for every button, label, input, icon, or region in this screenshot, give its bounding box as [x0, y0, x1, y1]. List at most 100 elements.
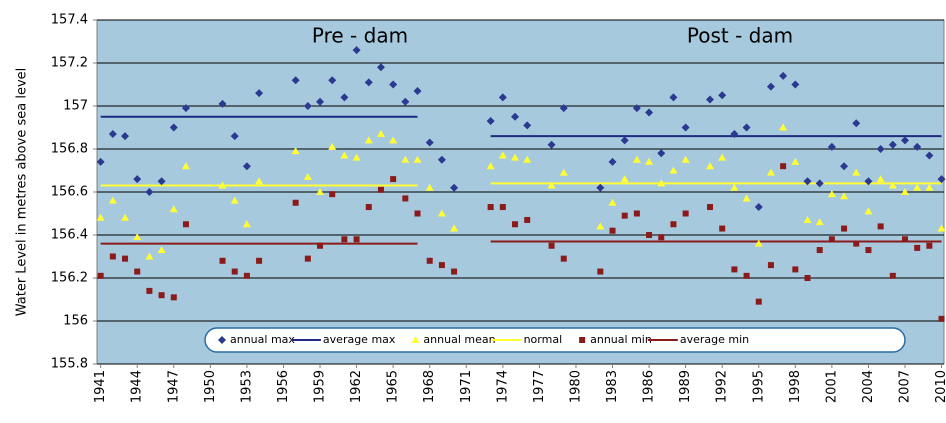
x-tick-label: 1992 — [715, 370, 730, 403]
point — [853, 240, 860, 247]
point — [597, 268, 604, 275]
point — [402, 195, 409, 202]
y-tick-label: 156 — [63, 314, 88, 329]
point — [486, 162, 495, 170]
point — [926, 242, 933, 249]
point — [96, 213, 105, 221]
point — [547, 140, 556, 149]
point — [96, 157, 105, 166]
point — [97, 272, 104, 279]
point — [888, 140, 897, 149]
point — [548, 242, 555, 249]
point — [158, 292, 165, 299]
point — [803, 215, 812, 223]
point — [841, 225, 848, 232]
point — [145, 252, 154, 260]
x-tick-label: 1995 — [751, 370, 766, 403]
point — [364, 136, 373, 144]
point — [133, 175, 142, 184]
point — [108, 196, 117, 204]
point — [840, 162, 849, 171]
x-tick-label: 1977 — [532, 370, 547, 403]
point — [865, 247, 872, 254]
point — [621, 212, 628, 219]
point — [901, 136, 910, 145]
y-tick-label: 157.2 — [51, 56, 88, 71]
point — [560, 255, 567, 262]
point — [256, 257, 263, 264]
point — [145, 188, 154, 196]
point — [780, 163, 787, 170]
point — [925, 183, 934, 191]
x-tick-label: 1965 — [386, 370, 401, 403]
point — [876, 145, 885, 153]
point — [413, 86, 422, 95]
point — [767, 262, 774, 269]
point — [255, 89, 264, 98]
point — [218, 99, 227, 108]
x-tick-label: 1962 — [349, 370, 364, 403]
point — [877, 223, 884, 230]
point — [559, 104, 568, 113]
point — [377, 186, 384, 193]
point — [681, 155, 690, 163]
point — [852, 119, 861, 128]
point — [109, 253, 116, 260]
point — [121, 213, 130, 221]
point — [425, 183, 434, 191]
point — [498, 93, 507, 102]
point — [352, 153, 361, 161]
x-tick-label: 1944 — [130, 370, 145, 403]
point — [242, 220, 251, 228]
point — [364, 78, 373, 87]
point — [766, 168, 775, 176]
point — [219, 257, 226, 264]
annotation: Pre - dam — [312, 24, 408, 48]
point — [779, 71, 788, 80]
point — [730, 183, 739, 191]
point — [657, 149, 666, 158]
point — [755, 298, 762, 305]
point — [523, 121, 532, 130]
point — [608, 157, 617, 166]
point — [243, 272, 250, 279]
annotation: Post - dam — [687, 24, 793, 48]
point — [303, 172, 312, 180]
point — [828, 236, 835, 243]
point — [657, 179, 666, 187]
point — [157, 177, 166, 186]
point — [876, 175, 885, 183]
x-tick-label: 1956 — [276, 370, 291, 403]
point — [304, 255, 311, 262]
point — [230, 132, 239, 141]
point — [791, 157, 800, 165]
point — [547, 181, 556, 189]
point — [487, 204, 494, 211]
point — [329, 191, 336, 198]
x-tick-label: 1941 — [93, 370, 108, 403]
point — [291, 76, 300, 85]
point — [328, 142, 337, 150]
point — [706, 95, 715, 104]
legend — [204, 327, 906, 353]
point — [389, 136, 398, 144]
x-tick-label: 1974 — [495, 370, 510, 403]
point — [645, 157, 654, 165]
point — [182, 221, 189, 228]
point — [646, 232, 653, 238]
x-tick-label: 2001 — [824, 370, 839, 403]
point — [864, 207, 873, 215]
point — [815, 179, 824, 188]
point — [815, 218, 824, 226]
x-tick-label: 1968 — [422, 370, 437, 403]
y-tick-label: 156.4 — [51, 228, 88, 243]
legend-label: annual max — [230, 333, 295, 346]
point — [316, 188, 325, 195]
point — [609, 227, 616, 234]
point — [450, 183, 459, 192]
point — [437, 155, 446, 164]
point — [352, 46, 361, 55]
point — [340, 151, 349, 159]
point — [902, 236, 909, 243]
x-tick-label: 1959 — [313, 370, 328, 403]
